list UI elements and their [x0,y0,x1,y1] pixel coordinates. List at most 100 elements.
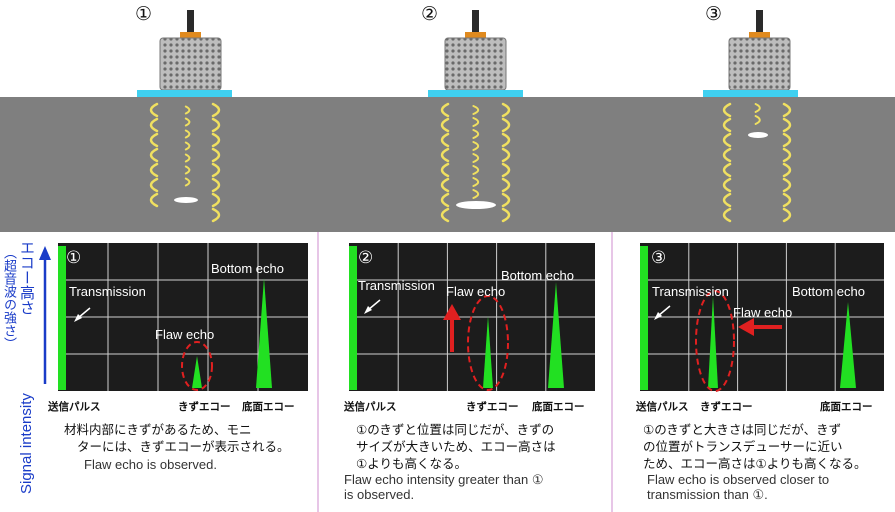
description-3: ①のきずと大きさは同じだが、きず の位置がトランスデューサーに近い ため、エコー… [643,421,866,502]
transmission-label: Transmission [652,284,729,299]
wave-arc [722,147,732,163]
description-1: 材料内部にきずがあるため、モニ ターには、きずエコーが表示される。 Flaw e… [64,421,290,472]
bottom-echo-label: Bottom echo [211,261,284,276]
wave-arc [211,102,221,118]
scope-number-1: ① [66,248,82,268]
flaw-echo-label: Flaw echo [733,305,793,320]
wave-arc [501,177,511,193]
wave-arc [472,117,480,127]
transducer-3 [703,10,798,97]
wave-arc [722,162,732,178]
flaw-echo-label: Flaw echo [446,284,506,299]
wave-arc [722,102,732,118]
wave-arc [149,192,159,208]
description-jp-line: サイズが大きいため、エコー高さは [356,439,556,454]
wave-arc [754,103,761,113]
wave-arc [184,129,191,139]
wave-arc [211,132,221,148]
wave-arc [211,117,221,133]
wave-arc [149,177,159,193]
panel-number-2: ② [421,3,439,25]
wave-arc [184,165,191,175]
wave-arc [472,153,480,163]
wave-arc [782,177,792,193]
wave-arc [501,192,511,208]
description-jp-line: の位置がトランスデューサーに近い [643,439,843,454]
tick-flaw-echo: きずエコー [700,401,753,413]
wave-arc [211,147,221,163]
wave-arc [782,117,792,133]
wave-arc [211,177,221,193]
transmission-pulse [640,246,648,390]
wave-arc [211,192,221,208]
wave-arc [722,192,732,208]
flaw-echo-highlight [695,290,735,392]
wave-arc [184,105,191,115]
wave-arc [149,102,159,118]
description-jp-line: ため、エコー高さは①よりも高くなる。 [643,456,867,471]
bottom-echo-label: Bottom echo [792,284,865,299]
wave-arc [184,141,191,151]
wave-arc [149,147,159,163]
description-en-line: Flaw echo intensity greater than ① [344,472,544,487]
wave-arc [149,117,159,133]
wave-arc [501,147,511,163]
panel-number-1: ① [135,3,153,25]
wave-arc [782,207,792,223]
wave-arc [722,132,732,148]
description-jp-line: ①のきずと大きさは同じだが、きず [643,422,842,437]
flaw [748,132,768,138]
flaw-echo-highlight [467,295,509,391]
bottom-echo-label: Bottom echo [501,268,574,283]
wave-arc [782,132,792,148]
flaw [174,197,198,203]
description-2: ①のきずと位置は同じだが、きずの サイズが大きいため、エコー高さは ①よりも高く… [344,421,556,502]
scope-number-2: ② [358,248,374,268]
flaw-echo-highlight [181,341,213,391]
transmission-pulse [349,246,357,390]
bottom-echo-peak [840,302,856,388]
wave-arc [440,117,450,133]
description-jp-line: 材料内部にきずがあるため、モニ [64,422,252,437]
tick-flaw-echo: きずエコー [178,401,231,413]
transducer-1 [137,10,232,97]
y-axis-label-en: Signal intensity [18,393,35,494]
wave-arc [501,132,511,148]
wave-arc [440,102,450,118]
y-axis-label-jp-sub: （超音波の強さ） [1,246,16,350]
wave-arc [472,177,480,187]
wave-arc [184,153,191,163]
tick-bottom-echo: 底面エコー [820,401,873,413]
y-axis-label-jp: エコー高さ [18,240,36,315]
wave-arc [472,189,480,199]
description-en-line: transmission than ①. [647,487,768,502]
wave-arc [440,162,450,178]
tick-bottom-echo: 底面エコー [532,401,585,413]
wave-arc [782,147,792,163]
description-en-line: Flaw echo is observed. [84,457,217,472]
flaw [456,201,496,209]
wave-arc [782,162,792,178]
scope-number-3: ③ [651,248,667,268]
wave-arc [440,132,450,148]
wave-arc [754,115,761,125]
wave-arc [184,117,191,127]
wave-arc [472,129,480,139]
description-jp-line: ターには、きずエコーが表示される。 [77,439,290,454]
transmission-label: Transmission [69,284,146,299]
wave-arc [501,207,511,223]
ultrasonic-waves [149,102,792,223]
bottom-echo-peak [548,282,564,388]
flaw-echo-peak [192,356,202,388]
tick-bottom-echo: 底面エコー [242,401,295,413]
wave-arc [211,207,221,223]
oscilloscope-3 [640,243,884,392]
wave-arc [501,117,511,133]
wave-arc [440,192,450,208]
bottom-echo-peak [256,278,272,388]
transducer-2 [428,10,523,97]
flaw-echo-peak [708,296,718,388]
wave-arc [472,165,480,175]
tick-transmission-pulse: 送信パルス [636,401,689,413]
